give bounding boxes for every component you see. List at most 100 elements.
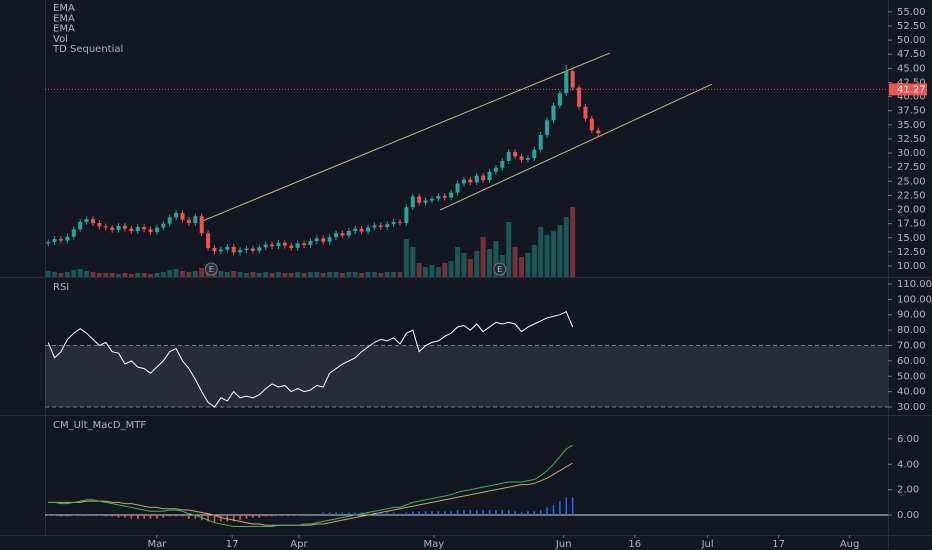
candle-body bbox=[78, 221, 83, 230]
histogram-bar bbox=[431, 511, 433, 516]
candle-body bbox=[257, 247, 262, 251]
histogram-bar bbox=[290, 515, 292, 516]
volume-bar bbox=[461, 253, 467, 277]
trend-line bbox=[439, 83, 712, 211]
histogram-bar bbox=[117, 515, 120, 518]
candle-body bbox=[148, 229, 153, 233]
candle-body bbox=[263, 244, 268, 248]
candle-body bbox=[122, 225, 127, 229]
volume-bar bbox=[275, 272, 281, 277]
volume-bar bbox=[52, 272, 58, 277]
candle-body bbox=[90, 219, 95, 224]
candle-body bbox=[314, 238, 319, 242]
y-tick-label: 15.00 bbox=[897, 233, 926, 244]
candle-body bbox=[46, 242, 51, 244]
volume-bar bbox=[301, 273, 307, 277]
x-tick-label: May bbox=[424, 539, 445, 550]
y-tick-label: 80.00 bbox=[897, 325, 926, 336]
histogram-bar bbox=[354, 512, 356, 516]
y-tick-label: 40.00 bbox=[897, 92, 926, 103]
volume-bar bbox=[128, 274, 134, 277]
histogram-bar bbox=[348, 512, 350, 516]
histogram-bar bbox=[316, 513, 318, 516]
candle-body bbox=[321, 238, 326, 242]
volume-bar bbox=[180, 271, 186, 277]
volume-bar bbox=[307, 272, 313, 277]
histogram-bar bbox=[85, 513, 88, 516]
volume-bar bbox=[544, 235, 550, 277]
volume-bar bbox=[71, 270, 77, 277]
candle-body bbox=[417, 196, 422, 203]
volume-bar bbox=[519, 257, 525, 277]
volume-bar bbox=[365, 272, 371, 277]
candle-body bbox=[596, 130, 601, 134]
candle-body bbox=[493, 167, 498, 172]
y-tick-label: 17.50 bbox=[897, 219, 926, 230]
histogram-bar bbox=[220, 515, 222, 522]
candle-body bbox=[557, 93, 562, 106]
last-price-label: 41.27 bbox=[897, 84, 926, 95]
volume-bar bbox=[429, 265, 435, 277]
volume-bar bbox=[77, 269, 83, 277]
y-tick-label: 55.00 bbox=[897, 7, 926, 18]
candle-body bbox=[199, 216, 204, 234]
candle-body bbox=[481, 175, 486, 181]
histogram-bar bbox=[239, 515, 241, 521]
candle-body bbox=[103, 226, 108, 228]
histogram-bar bbox=[175, 515, 177, 517]
volume-bar bbox=[45, 271, 51, 277]
candle-body bbox=[506, 151, 511, 161]
volume-bar bbox=[135, 273, 141, 277]
line-signal bbox=[48, 462, 573, 526]
x-tick-label: 16 bbox=[628, 539, 641, 550]
candle-body bbox=[340, 233, 345, 236]
histogram-bar bbox=[507, 509, 510, 516]
histogram-bar bbox=[495, 509, 497, 516]
panel-title: RSI bbox=[53, 282, 69, 293]
histogram-bar bbox=[213, 515, 216, 523]
histogram-bar bbox=[47, 515, 49, 516]
x-tick-label: 17 bbox=[226, 539, 239, 550]
candle-body bbox=[538, 134, 543, 150]
volume-bar bbox=[199, 268, 205, 277]
histogram-bar bbox=[399, 513, 401, 516]
x-tick-label: Mar bbox=[147, 539, 167, 550]
volume-bar bbox=[192, 271, 198, 277]
candle-body bbox=[545, 120, 550, 135]
x-tick-label: Aug bbox=[840, 539, 860, 550]
volume-bar bbox=[557, 225, 563, 277]
histogram-bar bbox=[386, 512, 388, 516]
volume-bar bbox=[384, 272, 390, 277]
volume-bar bbox=[391, 272, 397, 277]
histogram-bar bbox=[546, 507, 548, 516]
volume-bar bbox=[96, 273, 102, 277]
volume-bar bbox=[263, 272, 269, 277]
candle-body bbox=[238, 250, 243, 253]
histogram-bar bbox=[335, 512, 337, 516]
volume-bar bbox=[186, 272, 192, 277]
histogram-bar bbox=[156, 515, 158, 519]
volume-bar bbox=[455, 247, 461, 277]
y-tick-label: 0.00 bbox=[897, 510, 919, 521]
candle-body bbox=[84, 219, 89, 222]
candle-body bbox=[65, 236, 70, 241]
histogram-bar bbox=[194, 515, 197, 519]
histogram-bar bbox=[533, 511, 536, 516]
volume-bar bbox=[435, 267, 441, 277]
y-tick-label: 12.50 bbox=[897, 247, 926, 258]
histogram-bar bbox=[571, 497, 574, 516]
histogram-bar bbox=[92, 513, 94, 516]
candle-body bbox=[295, 243, 300, 248]
candle-body bbox=[250, 248, 255, 251]
candle-body bbox=[589, 118, 594, 131]
histogram-bar bbox=[168, 515, 171, 517]
volume-bar bbox=[371, 272, 377, 277]
volume-bar bbox=[339, 273, 345, 277]
volume-bar bbox=[224, 272, 230, 277]
candle-body bbox=[270, 244, 275, 247]
candle-body bbox=[487, 171, 492, 181]
event-label: E bbox=[209, 265, 214, 274]
histogram-bar bbox=[418, 511, 420, 516]
volume-bar bbox=[320, 273, 326, 277]
